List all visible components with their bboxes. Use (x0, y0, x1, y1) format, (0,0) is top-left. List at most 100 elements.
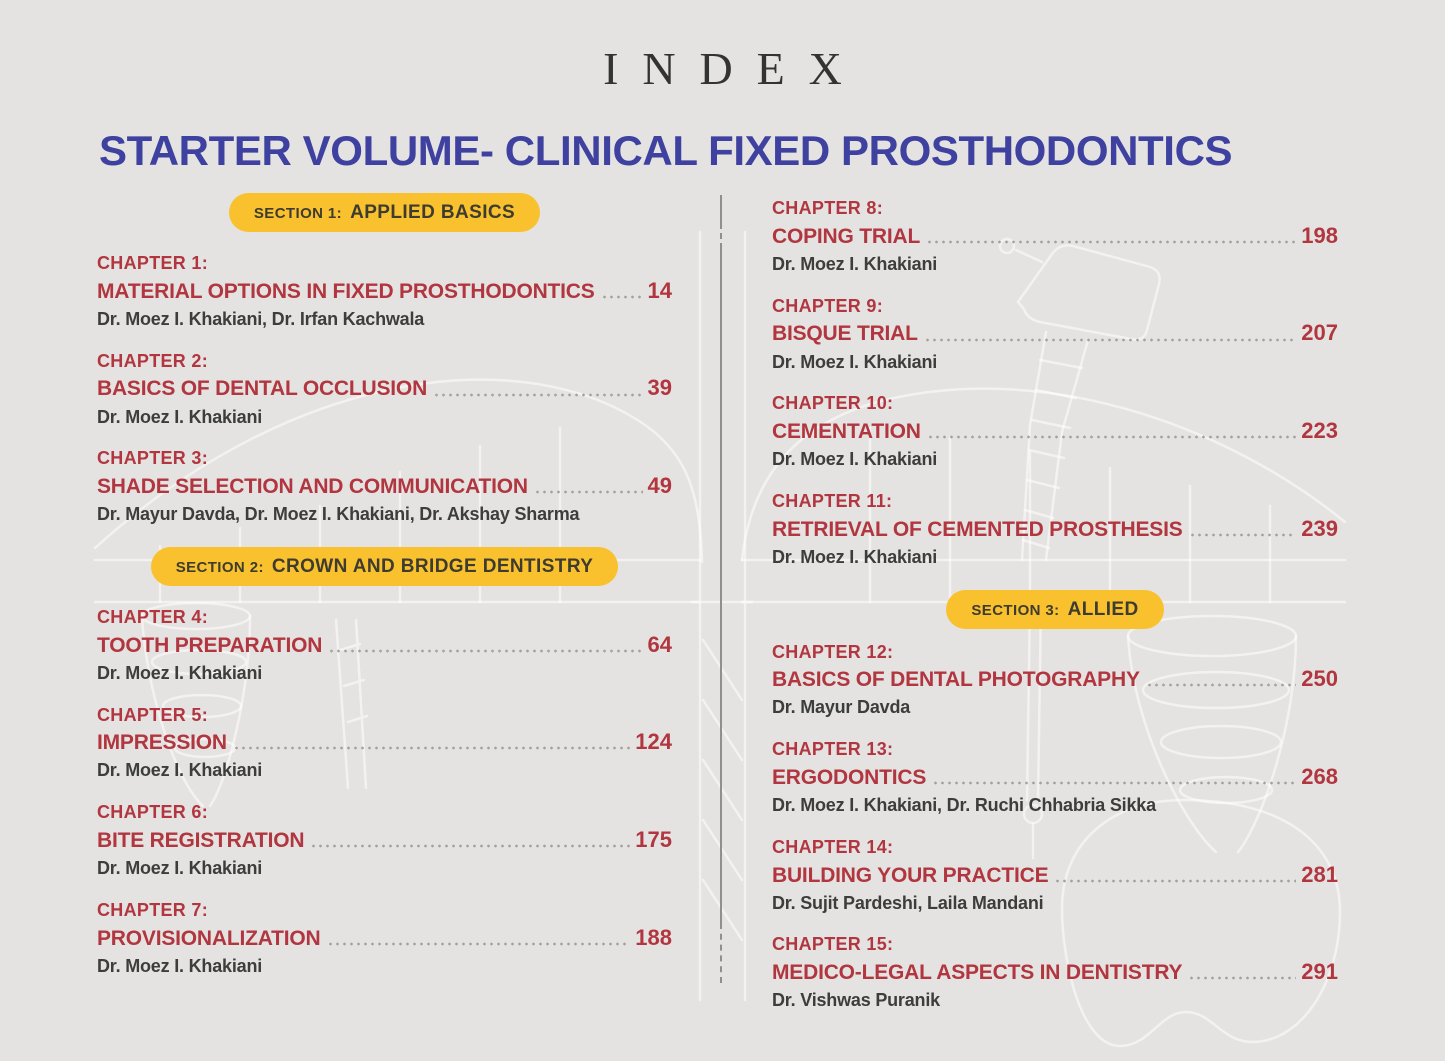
chapter-title-row: BASICS OF DENTAL PHOTOGRAPHY 250 (772, 666, 1338, 692)
chapter-page-number: 291 (1301, 959, 1338, 985)
dot-leader (328, 648, 643, 653)
section-title: CROWN AND BRIDGE DENTISTRY (271, 555, 594, 577)
chapter-entry: CHAPTER 11: RETRIEVAL OF CEMENTED PROSTHE… (772, 490, 1338, 568)
chapter-authors: Dr. Moez I. Khakiani (97, 662, 263, 683)
chapter-authors: Dr. Moez I. Khakiani (97, 955, 263, 976)
chapter-title: BITE REGISTRATION (97, 828, 305, 852)
section-number-label: SECTION 3: (971, 601, 1060, 619)
chapter-label: CHAPTER 15: (772, 934, 894, 955)
chapter-label: CHAPTER 13: (772, 739, 894, 760)
chapter-title: BISQUE TRIAL (772, 322, 918, 346)
chapter-title-row: BASICS OF DENTAL OCCLUSION 39 (97, 375, 672, 401)
chapter-label: CHAPTER 1: (97, 253, 209, 273)
chapter-authors: Dr. Vishwas Puranik (772, 990, 940, 1011)
chapter-authors: Dr. Moez I. Khakiani (97, 406, 263, 427)
chapter-title-row: RETRIEVAL OF CEMENTED PROSTHESIS 239 (772, 516, 1338, 542)
chapter-title-row: BISQUE TRIAL 207 (772, 320, 1338, 346)
chapter-label: CHAPTER 4: (97, 606, 209, 627)
dot-leader (1145, 683, 1297, 688)
chapter-page-number: 175 (635, 826, 672, 852)
chapter-authors: Dr. Moez I. Khakiani (772, 449, 938, 470)
section-badge: SECTION 3: ALLIED (946, 589, 1164, 629)
chapter-page-number: 239 (1301, 515, 1338, 541)
chapter-label: CHAPTER 6: (97, 802, 209, 823)
dot-leader (533, 490, 643, 495)
chapter-authors: Dr. Moez I. Khakiani (772, 253, 938, 274)
chapter-authors: Dr. Moez I. Khakiani (772, 351, 938, 372)
page-title: INDEX (603, 43, 866, 94)
dot-leader (310, 844, 631, 849)
chapter-label: CHAPTER 9: (772, 295, 884, 316)
dot-leader (326, 941, 631, 946)
chapter-label: CHAPTER 10: (772, 393, 894, 414)
dot-leader (1188, 532, 1297, 537)
dot-leader (932, 781, 1297, 786)
chapter-title: MATERIAL OPTIONS IN FIXED PROSTHODONTICS (97, 279, 595, 303)
chapter-authors: Dr. Moez I. Khakiani, Dr. Ruchi Chhabria… (772, 795, 1156, 816)
chapter-entry: CHAPTER 13: ERGODONTICS 268 Dr. Moez I. Kha… (772, 739, 1338, 816)
dot-leader (1054, 878, 1297, 883)
chapter-authors: Dr. Mayur Davda (772, 697, 911, 718)
chapter-page-number: 49 (647, 473, 672, 499)
chapter-title: BASICS OF DENTAL PHOTOGRAPHY (772, 668, 1140, 692)
chapter-authors: Dr. Moez I. Khakiani, Dr. Irfan Kachwala (97, 308, 425, 329)
chapter-title: SHADE SELECTION AND COMMUNICATION (97, 475, 528, 499)
chapter-page-number: 124 (635, 729, 672, 755)
chapter-page-number: 188 (635, 924, 672, 950)
chapter-title: IMPRESSION (97, 731, 227, 755)
chapter-authors: Dr. Moez I. Khakiani (97, 760, 263, 781)
chapter-title-row: SHADE SELECTION AND COMMUNICATION 49 (97, 473, 672, 499)
chapter-title: RETRIEVAL OF CEMENTED PROSTHESIS (772, 517, 1183, 541)
chapter-page-number: 250 (1301, 666, 1338, 692)
chapter-page-number: 268 (1301, 763, 1338, 789)
chapter-title-row: CEMENTATION 223 (772, 418, 1338, 444)
section-number-label: SECTION 1: (253, 205, 343, 222)
chapter-label: CHAPTER 7: (97, 899, 209, 920)
section-title: APPLIED BASICS (350, 202, 516, 223)
dot-leader (600, 294, 643, 299)
section-title: ALLIED (1067, 598, 1139, 620)
chapter-label: CHAPTER 11: (772, 490, 893, 511)
chapter-label: CHAPTER 12: (772, 641, 894, 662)
chapter-title: CEMENTATION (772, 420, 921, 444)
chapter-page-number: 223 (1301, 418, 1338, 444)
chapter-title: COPING TRIAL (772, 224, 921, 248)
chapter-title-row: ERGODONTICS 268 (772, 764, 1338, 790)
chapter-authors: Dr. Sujit Pardeshi, Laila Mandani (772, 892, 1044, 913)
chapter-title: BASICS OF DENTAL OCCLUSION (97, 377, 428, 401)
chapter-title-row: MATERIAL OPTIONS IN FIXED PROSTHODONTICS… (97, 278, 672, 304)
dot-leader (923, 337, 1297, 342)
volume-title: STARTER VOLUME- CLINICAL FIXED PROSTHODO… (99, 127, 1233, 174)
dot-leader (232, 746, 631, 751)
chapter-entry: CHAPTER 8: COPING TRIAL 198 Dr. Moez I. Kha… (772, 198, 1338, 275)
chapter-title-row: IMPRESSION 124 (97, 729, 672, 755)
chapter-page-number: 198 (1301, 222, 1338, 248)
dot-leader (926, 239, 1297, 244)
chapter-title-row: COPING TRIAL 198 (772, 223, 1338, 249)
chapter-page-number: 207 (1301, 320, 1338, 346)
chapter-entry: CHAPTER 9: BISQUE TRIAL 207 Dr. Moez I. Kha… (772, 295, 1338, 373)
chapter-title: MEDICO-LEGAL ASPECTS IN DENTISTRY (772, 961, 1183, 985)
chapter-page-number: 64 (647, 631, 672, 657)
chapter-title-row: MEDICO-LEGAL ASPECTS IN DENTISTRY 291 (772, 959, 1338, 985)
chapter-entry: CHAPTER 7: PROVISIONALIZATION 188 Dr. Moez … (97, 899, 672, 977)
chapter-page-number: 39 (647, 375, 672, 401)
chapter-entry: CHAPTER 14: BUILDING YOUR PRACTICE 281 Dr. … (772, 837, 1338, 914)
chapter-label: CHAPTER 5: (97, 704, 209, 725)
dot-leader (1188, 976, 1297, 981)
toc-column-right: CHAPTER 8: COPING TRIAL 198 Dr. Moez I. Kha… (772, 198, 1338, 1033)
chapter-entry: CHAPTER 6: BITE REGISTRATION 175 Dr. Moez I… (97, 802, 672, 879)
chapter-entry: CHAPTER 10: CEMENTATION 223 Dr. Moez I. Kha… (772, 393, 1338, 470)
chapter-label: CHAPTER 3: (97, 448, 209, 469)
chapter-authors: Dr. Moez I. Khakiani (97, 858, 263, 879)
section-badge: SECTION 1: APPLIED BASICS (228, 193, 541, 232)
chapter-title: TOOTH PREPARATION (97, 633, 323, 657)
chapter-label: CHAPTER 8: (772, 198, 884, 218)
chapter-title: BUILDING YOUR PRACTICE (772, 863, 1049, 887)
chapter-title-row: BITE REGISTRATION 175 (97, 827, 672, 853)
chapter-entry: CHAPTER 12: BASICS OF DENTAL PHOTOGRAPHY 2… (772, 641, 1338, 719)
dot-leader (433, 392, 643, 397)
chapter-entry: CHAPTER 4: TOOTH PREPARATION 64 Dr. Moez I.… (97, 606, 672, 684)
chapter-page-number: 281 (1301, 861, 1338, 887)
